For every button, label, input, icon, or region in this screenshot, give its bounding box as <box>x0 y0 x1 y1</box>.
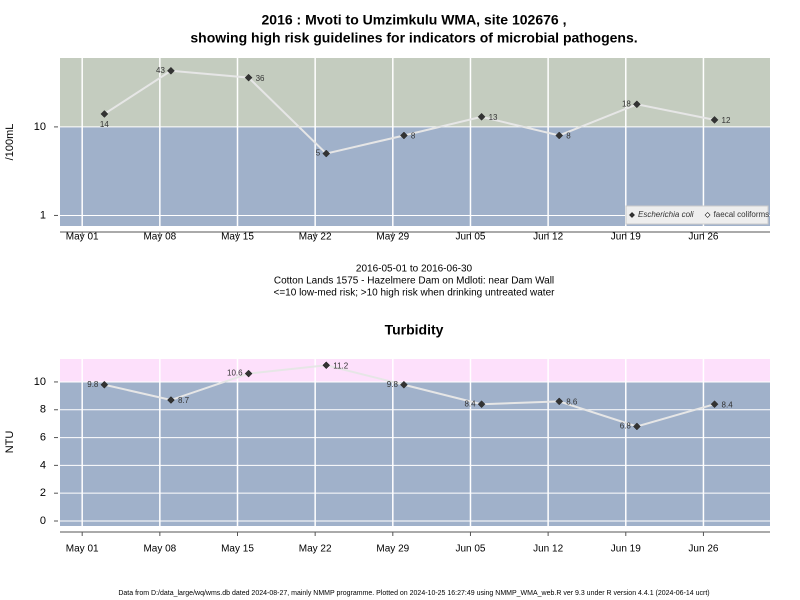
x-tick-label: Jun 26 <box>688 544 718 555</box>
chart-title: 2016 : Mvoti to Umzimkulu WMA, site 1026… <box>262 12 567 28</box>
data-point <box>633 422 641 431</box>
x-tick-label: Jun 05 <box>455 232 485 243</box>
legend-label: Escherichia coli <box>638 210 694 219</box>
annotation: Cotton Lands 1575 - Hazelmere Dam on Mdl… <box>274 276 554 287</box>
chart-title: Turbidity <box>385 322 444 338</box>
y-tick-label: 4 <box>40 459 46 471</box>
data-point <box>633 100 641 109</box>
data-point <box>100 110 109 118</box>
data-label: 9.8 <box>87 380 99 389</box>
footer: Data from D:/data_large/wq/wms.db dated … <box>118 590 709 597</box>
x-tick-label: May 22 <box>299 232 332 243</box>
data-point <box>322 361 331 370</box>
data-point <box>477 112 486 121</box>
legend-marker <box>704 212 711 218</box>
x-tick-label: Jun 26 <box>688 232 718 243</box>
data-point <box>400 131 408 140</box>
y-tick-label: 10 <box>34 376 46 388</box>
data-point <box>100 380 109 389</box>
data-label: 9.8 <box>387 380 399 389</box>
data-label: 13 <box>489 113 498 122</box>
data-point <box>167 66 175 75</box>
y-tick-label: 0 <box>40 515 46 527</box>
data-label: 11.2 <box>333 361 349 370</box>
x-tick-label: May 15 <box>221 232 254 243</box>
data-point <box>477 400 486 409</box>
y-tick-label: 1 <box>40 209 46 221</box>
data-point <box>710 116 719 124</box>
x-tick-label: Jun 12 <box>533 544 563 555</box>
data-point <box>167 396 175 404</box>
x-tick-label: Jun 05 <box>455 544 485 555</box>
y-tick-label: 10 <box>34 121 46 133</box>
data-label: 18 <box>622 99 631 108</box>
data-label: 36 <box>256 74 265 83</box>
x-tick-label: May 08 <box>143 232 176 243</box>
data-label: 10.6 <box>227 369 243 378</box>
annotation: <=10 low-med risk; >10 high risk when dr… <box>274 288 556 299</box>
annotation: 2016-05-01 to 2016-06-30 <box>356 264 473 275</box>
data-point <box>710 400 719 409</box>
y-tick-label: 6 <box>40 431 46 443</box>
data-label: 14 <box>100 120 109 129</box>
data-point <box>244 73 253 82</box>
legend-box <box>625 205 769 225</box>
y-axis-label: NTU <box>4 431 16 454</box>
chart-title: showing high risk guidelines for indicat… <box>190 30 637 46</box>
x-tick-label: Jun 19 <box>611 232 641 243</box>
band-above <box>60 58 770 127</box>
data-label: 8.7 <box>178 396 190 405</box>
data-label: 8 <box>566 132 571 141</box>
legend-label: faecal coliforms <box>714 210 770 219</box>
x-tick-label: May 29 <box>376 232 409 243</box>
x-tick-label: May 15 <box>221 544 254 555</box>
x-tick-label: Jun 19 <box>611 544 641 555</box>
x-tick-label: Jun 12 <box>533 232 563 243</box>
data-point <box>555 397 564 406</box>
data-label: 12 <box>722 116 731 125</box>
band-below <box>60 381 770 526</box>
x-tick-label: May 01 <box>66 544 99 555</box>
data-label: 43 <box>156 66 165 75</box>
data-point <box>244 369 253 378</box>
data-point <box>400 380 408 389</box>
x-tick-label: May 22 <box>299 544 332 555</box>
band-above <box>60 359 770 382</box>
legend-marker <box>629 212 635 218</box>
data-label: 8.4 <box>722 400 734 409</box>
data-label: 8.4 <box>464 399 476 408</box>
data-point <box>322 149 331 158</box>
y-tick-label: 2 <box>40 487 46 499</box>
x-tick-label: May 08 <box>143 544 176 555</box>
y-tick-label: 8 <box>40 404 46 416</box>
data-label: 6.8 <box>620 422 632 431</box>
x-tick-label: May 29 <box>376 544 409 555</box>
data-label: 8 <box>411 132 416 141</box>
data-point <box>555 131 564 140</box>
data-label: 8.6 <box>566 398 578 407</box>
y-axis-label: /100mL <box>4 124 16 161</box>
x-tick-label: May 01 <box>66 232 99 243</box>
data-label: 5 <box>316 149 321 158</box>
